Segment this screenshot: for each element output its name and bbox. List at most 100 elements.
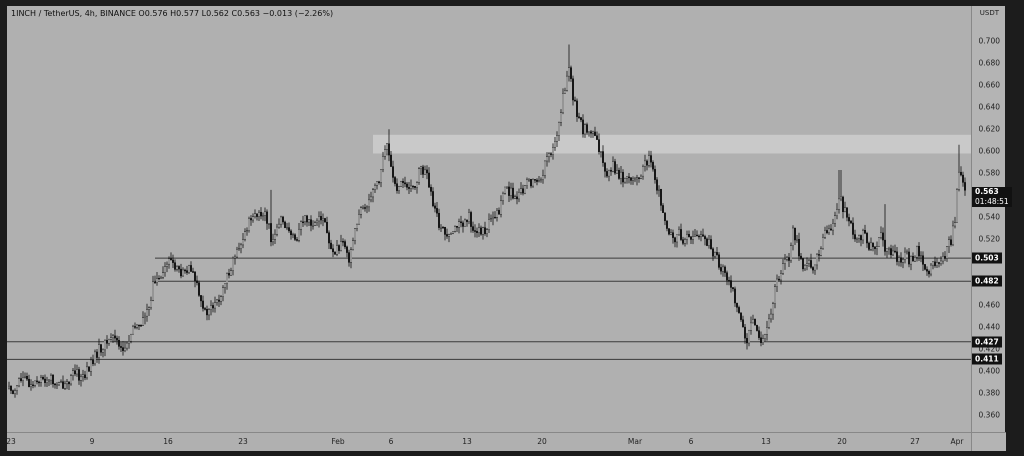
resistance-zone xyxy=(373,134,971,154)
candle-up xyxy=(209,305,212,310)
candle-up xyxy=(488,219,491,230)
candle-up xyxy=(544,160,547,176)
time-axis[interactable]: 23 9 16 23 Feb 6 13 20 Mar 6 13 20 27 Apr xyxy=(6,432,971,451)
candle-down xyxy=(884,239,887,252)
candle-down xyxy=(598,139,601,153)
candle-up xyxy=(504,186,507,194)
candle-up xyxy=(464,219,467,227)
candle-down xyxy=(530,178,533,187)
candle-down xyxy=(396,183,399,191)
candle-down xyxy=(630,177,633,181)
y-tick-label: 0.600 xyxy=(978,146,1000,156)
candle-up xyxy=(159,277,162,280)
price-axis[interactable]: USDT 0.700 0.680 0.660 0.640 0.620 0.600 0.580… xyxy=(971,6,1005,432)
candle-up xyxy=(221,287,224,297)
candle-up xyxy=(642,166,645,177)
candle-up xyxy=(844,207,847,213)
candle-down xyxy=(672,232,675,238)
candle-up xyxy=(243,231,246,240)
candle-down xyxy=(706,238,709,246)
candle-up xyxy=(101,349,104,353)
candle-up xyxy=(155,278,158,283)
candle-up xyxy=(932,261,935,266)
candle-up xyxy=(762,338,765,343)
candle-up xyxy=(796,239,799,241)
candle-up xyxy=(278,223,281,228)
candle-down xyxy=(193,271,196,281)
candle-down xyxy=(83,374,86,379)
candle-down xyxy=(718,254,721,268)
candle-up xyxy=(362,207,365,209)
candle-down xyxy=(249,218,252,221)
candle-up xyxy=(948,239,951,247)
candle-down xyxy=(290,230,293,236)
candle-down xyxy=(394,177,397,184)
x-tick-label: Mar xyxy=(627,437,643,446)
candle-down xyxy=(430,186,433,192)
candle-up xyxy=(241,239,244,246)
candle-down xyxy=(962,174,965,183)
candle-down xyxy=(602,151,605,163)
candle-up xyxy=(141,317,144,326)
candle-up xyxy=(79,376,82,381)
candle-up xyxy=(520,188,523,193)
candle-up xyxy=(782,263,785,274)
candle-down xyxy=(734,288,737,304)
candle-down xyxy=(73,370,76,375)
candle-up xyxy=(858,235,861,239)
candle-up xyxy=(510,187,513,196)
candle-down xyxy=(794,227,797,241)
candle-up xyxy=(568,67,571,77)
candle-up xyxy=(936,262,939,266)
candle-down xyxy=(282,216,285,223)
candle-up xyxy=(416,182,419,188)
candle-up xyxy=(161,272,164,278)
y-tick-label: 0.660 xyxy=(978,80,1000,90)
candle-up xyxy=(500,200,503,215)
candle-up xyxy=(790,245,793,261)
candle-down xyxy=(438,212,441,228)
candle-countdown: 01:48:51 xyxy=(975,197,1009,207)
level-price-tag: 0.503 xyxy=(972,252,1002,264)
candle-up xyxy=(766,327,769,335)
candle-up xyxy=(880,232,883,238)
candle-down xyxy=(604,162,607,172)
currency-label: USDT xyxy=(979,9,999,17)
candle-up xyxy=(644,160,647,167)
candle-up xyxy=(930,264,933,275)
candle-down xyxy=(688,234,691,237)
candle-down xyxy=(572,78,575,101)
candle-up xyxy=(223,283,226,288)
candle-up xyxy=(350,249,353,263)
level-price-tag: 0.411 xyxy=(972,353,1002,365)
candle-down xyxy=(197,282,200,296)
candle-down xyxy=(924,264,927,270)
candle-up xyxy=(81,374,84,378)
candle-up xyxy=(151,281,154,301)
candle-down xyxy=(732,287,735,290)
candle-up xyxy=(376,181,379,186)
candle-down xyxy=(199,295,202,302)
candle-down xyxy=(746,337,749,344)
candle-down xyxy=(137,324,140,327)
candle-up xyxy=(584,124,587,135)
candle-down xyxy=(11,390,14,394)
candle-up xyxy=(820,248,823,256)
candle-down xyxy=(656,179,659,191)
candle-up xyxy=(784,259,787,264)
candle-up xyxy=(372,189,375,198)
candle-up xyxy=(237,248,240,250)
candle-up xyxy=(562,93,565,113)
candle-up xyxy=(370,196,373,201)
candle-up xyxy=(496,210,499,218)
candle-up xyxy=(770,313,773,320)
candle-down xyxy=(444,227,447,235)
chart-plot-area[interactable]: 1INCH / TetherUS, 4h, BINANCE O0.576 H0.… xyxy=(7,6,971,432)
candle-down xyxy=(864,230,867,234)
candle-down xyxy=(484,227,487,234)
candle-down xyxy=(652,162,655,170)
candle-down xyxy=(576,100,579,117)
candle-down xyxy=(704,236,707,240)
candle-up xyxy=(954,222,957,227)
candle-up xyxy=(233,256,236,259)
